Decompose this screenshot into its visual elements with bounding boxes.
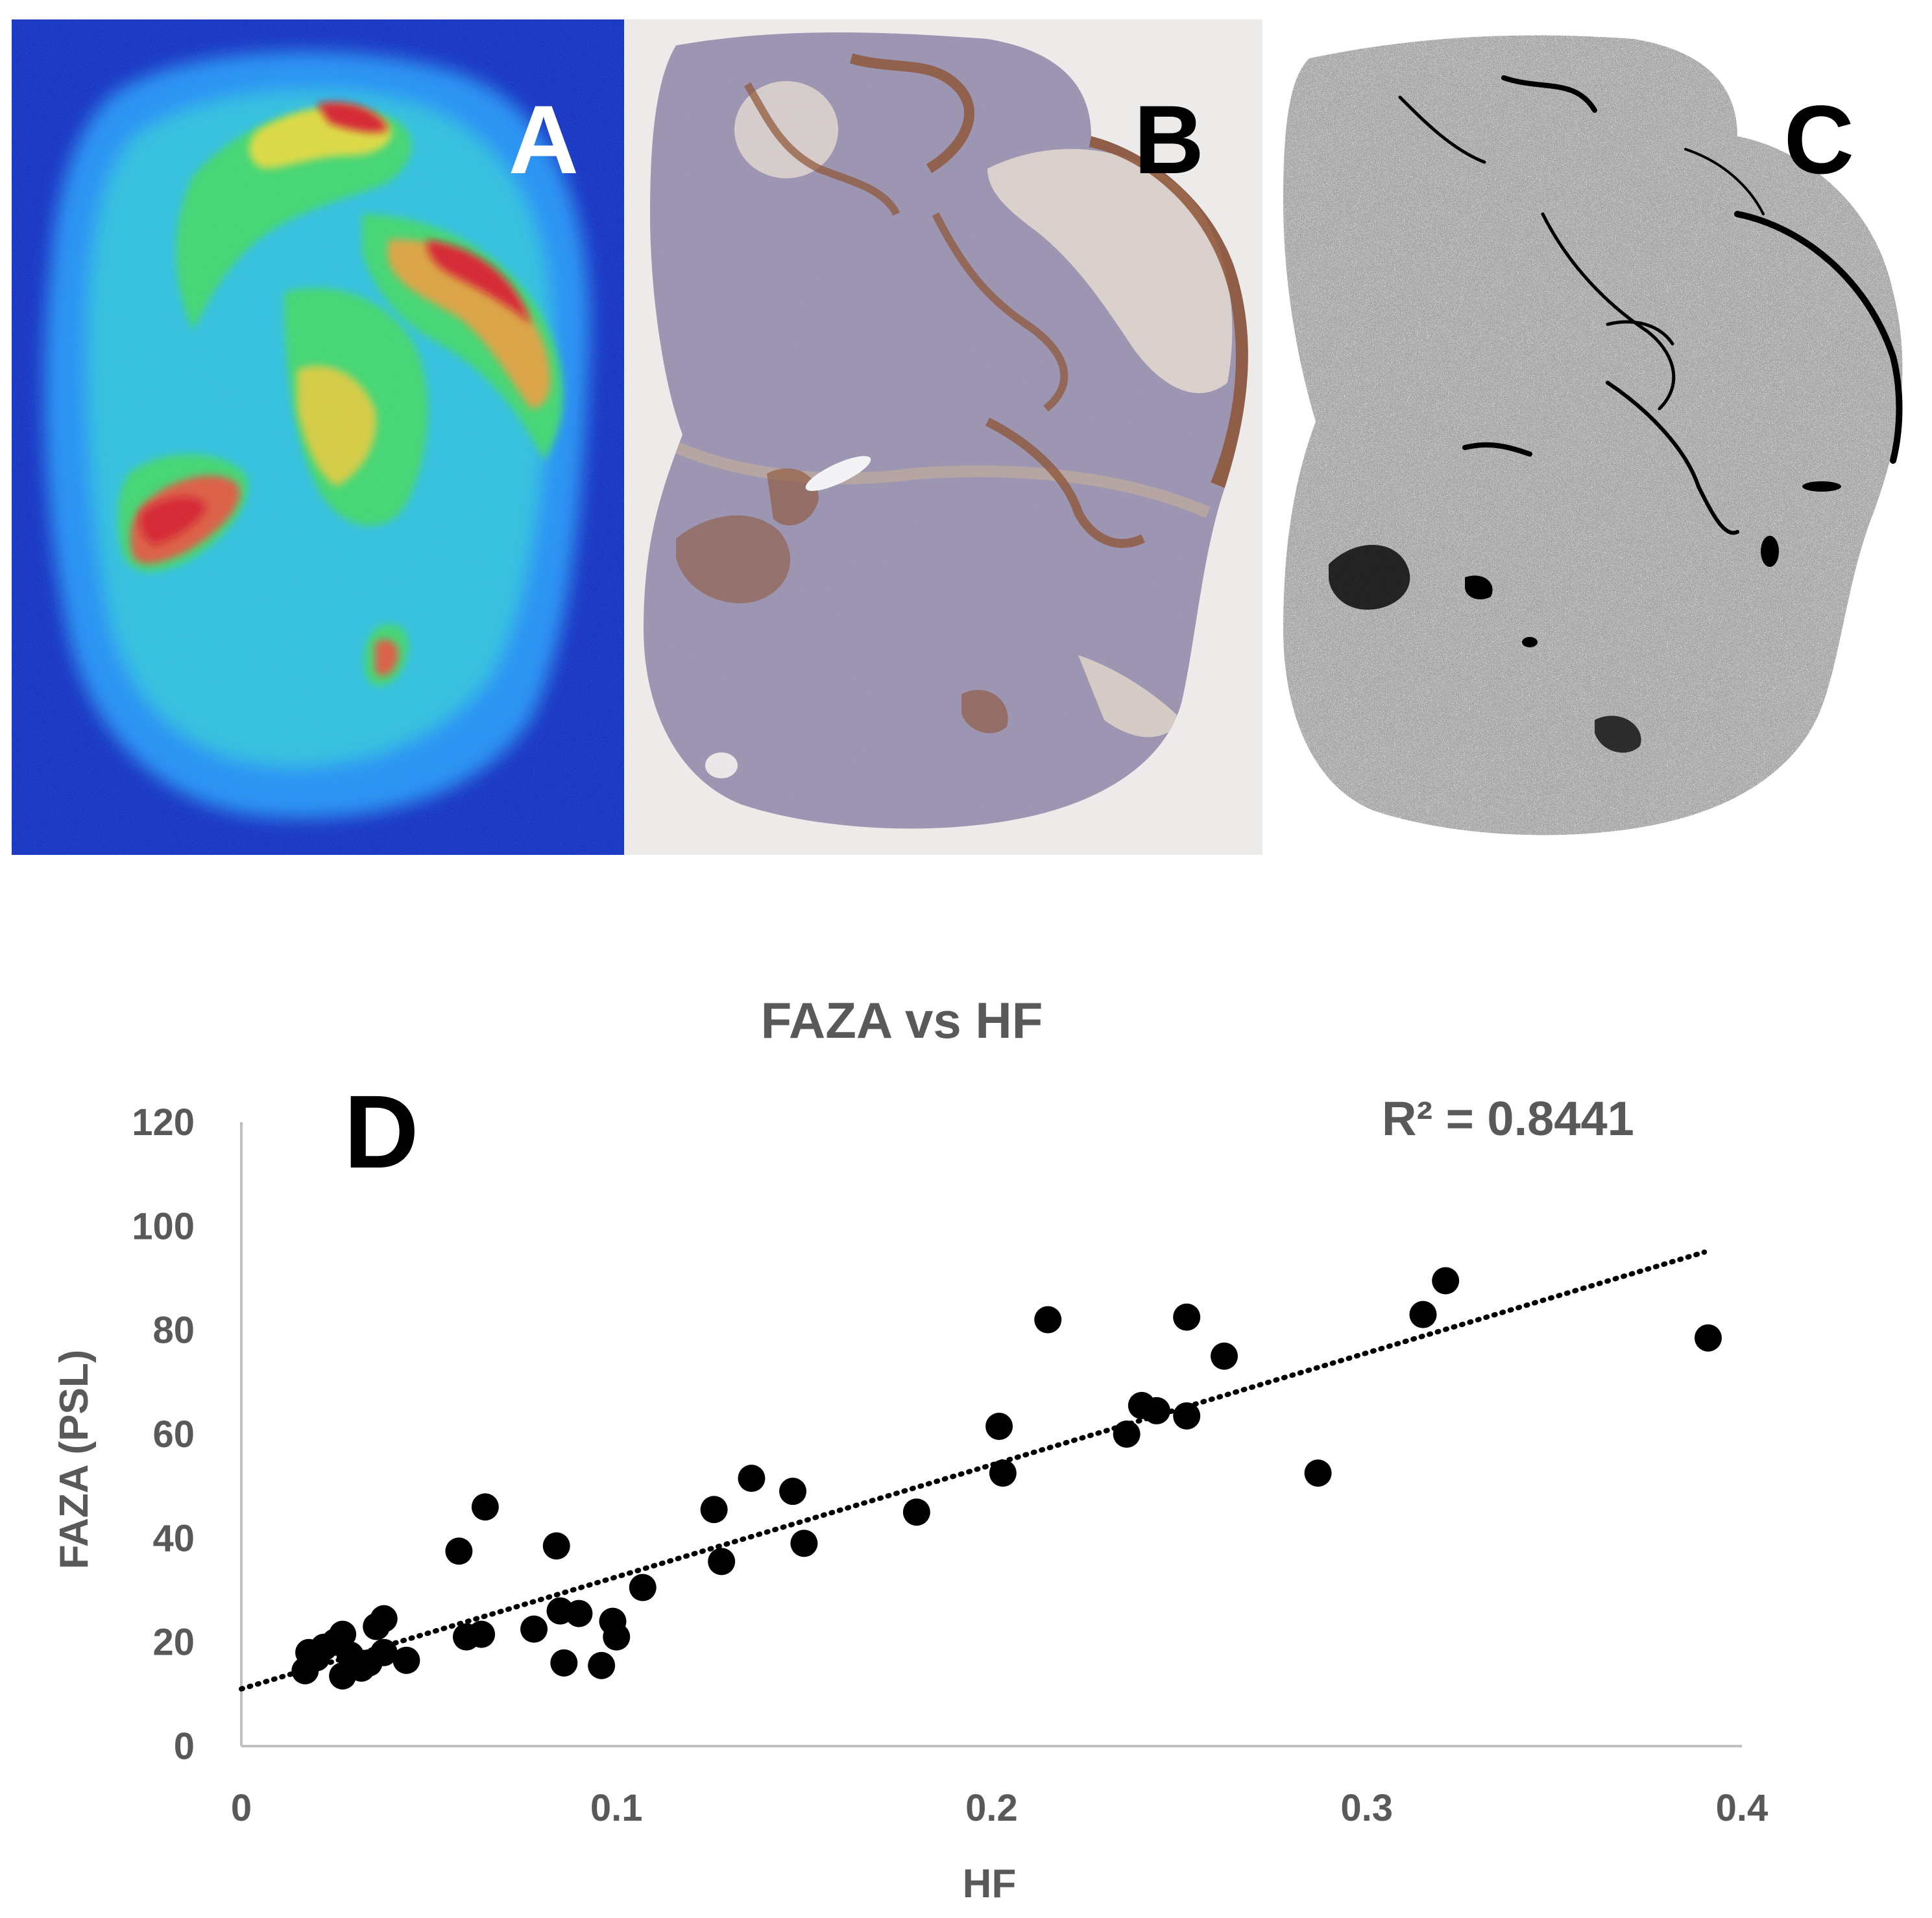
threshold-mask-image [1270,19,1926,855]
data-point [1173,1303,1201,1331]
data-point [329,1620,357,1648]
y-axis-title: FAZA (PSL) [52,1350,97,1570]
x-tick-label: 0 [231,1787,252,1829]
data-point [989,1459,1017,1487]
panel-label-d: D [344,1073,419,1190]
panel-b-histology: B [624,19,1262,855]
data-point [738,1465,766,1492]
data-point [1211,1342,1238,1370]
y-tick-label: 120 [132,1101,195,1144]
data-point [779,1478,807,1505]
data-point [700,1496,728,1524]
panel-label-a: A [508,85,579,194]
data-points [291,1267,1722,1690]
data-point [520,1615,548,1643]
panel-a-autoradiograph: A [12,19,624,855]
y-tick-label: 80 [152,1310,195,1352]
data-point [370,1638,398,1666]
x-axis-title: HF [963,1862,1017,1906]
y-tick-label: 60 [152,1413,195,1456]
data-point [1142,1397,1170,1424]
data-point [550,1649,578,1677]
y-tick-label: 20 [152,1622,195,1664]
x-tick-label: 0.1 [590,1787,643,1829]
panel-label-b: B [1133,85,1204,194]
chart-title: FAZA vs HF [761,992,1043,1049]
data-point [1304,1459,1332,1487]
data-point [1034,1306,1062,1334]
data-point [468,1620,496,1648]
data-point [902,1498,930,1526]
data-point [1113,1421,1141,1448]
y-tick-label: 100 [132,1205,195,1247]
data-point [985,1412,1013,1440]
data-point [588,1651,616,1679]
data-point [629,1574,657,1601]
data-point [565,1600,593,1627]
data-point [708,1548,736,1576]
data-point [1432,1267,1460,1295]
panel-label-c: C [1783,85,1854,194]
chart-panel-d: FAZA vs HF D R² = 0.8441 0 0.1 0.2 0.3 0.4 0… [0,895,1932,1918]
linear-trendline [239,1249,1708,1692]
data-point [471,1493,499,1521]
y-tick-labels: 0 20 40 60 80 100 120 [132,1101,195,1768]
data-point [1694,1324,1722,1352]
data-point [1173,1402,1201,1430]
data-point [1409,1301,1437,1328]
y-tick-label: 40 [152,1517,195,1559]
x-tick-label: 0.4 [1716,1787,1769,1829]
x-tick-labels: 0 0.1 0.2 0.3 0.4 [231,1787,1768,1829]
data-point [603,1623,631,1651]
histology-image [624,19,1262,855]
data-point [790,1529,818,1557]
y-tick-label: 0 [174,1725,195,1768]
autoradiograph-image [12,19,624,855]
scatter-chart: FAZA vs HF D R² = 0.8441 0 0.1 0.2 0.3 0.4 0… [52,992,1768,1906]
data-point [370,1605,398,1633]
x-tick-label: 0.3 [1340,1787,1393,1829]
r-squared-annotation: R² = 0.8441 [1382,1092,1634,1145]
x-tick-label: 0.2 [965,1787,1018,1829]
data-point [445,1537,473,1565]
panel-c-threshold-mask: C [1270,19,1926,855]
data-point [542,1532,570,1560]
data-point [392,1646,420,1674]
